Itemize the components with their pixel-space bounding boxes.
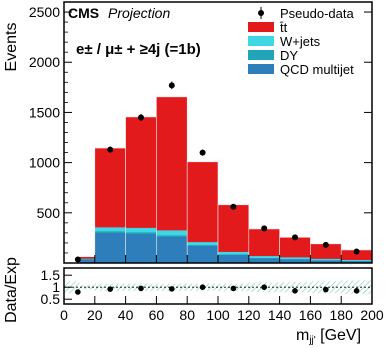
- y-tick-label-2: 1500: [29, 104, 60, 120]
- data-point-2: [138, 114, 144, 121]
- legend-label-0: t̄t: [280, 20, 288, 35]
- pseudo-data-points: [74, 81, 360, 263]
- data-point-6: [261, 225, 268, 232]
- stacked-bars: [79, 96, 373, 264]
- ratio-point-6: [261, 284, 268, 291]
- ratio-point-2: [138, 285, 144, 292]
- ratio-point-9: [353, 288, 360, 294]
- bar-qcdmultijet-10: [341, 261, 372, 263]
- ratio-point-3: [169, 286, 175, 292]
- bar-qcdmultijet-6: [218, 254, 249, 263]
- y-tick-label-3: 2000: [29, 54, 60, 70]
- x-tick-label-9: 180: [330, 307, 354, 323]
- data-point-8: [322, 241, 329, 248]
- ratio-points: [75, 284, 360, 295]
- bar-tt-10: [341, 249, 372, 263]
- legend-swatch-0: [248, 22, 274, 32]
- x-tick-label-2: 40: [118, 307, 134, 323]
- legend-label-1: W+jets: [280, 34, 321, 49]
- ratio-tick-label-0: 0.5: [41, 291, 61, 307]
- legend-swatch-1: [248, 36, 274, 46]
- bar-qcdmultijet-9: [310, 260, 342, 263]
- x-tick-label-1: 20: [87, 307, 103, 323]
- channel-label: e± / μ± + ≥4j (=1b): [76, 41, 201, 58]
- data-point-4: [199, 149, 206, 156]
- ratio-point-5: [230, 285, 237, 292]
- ratio-tick-label-2: 1.5: [41, 267, 61, 283]
- axes: [63, 1, 373, 305]
- x-axis-label-sub: jj': [308, 335, 315, 346]
- x-axis-label-unit: [GeV]: [316, 327, 361, 344]
- ratio-band-1: [79, 284, 95, 290]
- data-point-0: [74, 256, 81, 263]
- y-axis-label: Events: [3, 23, 20, 72]
- y-tick-label-0: 500: [37, 205, 61, 221]
- ratio-point-1: [107, 286, 113, 292]
- y-tick-label-4: 2500: [29, 4, 60, 20]
- bar-qcdmultijet-7: [248, 258, 280, 263]
- ratio-point-8: [323, 286, 329, 293]
- x-axis-label-m: m: [296, 327, 309, 344]
- legend-swatch-3: [248, 64, 274, 74]
- x-tick-label-3: 60: [149, 307, 165, 323]
- bar-qcdmultijet-3: [125, 233, 157, 263]
- ratio-y-axis-label: Data/Exp: [3, 257, 20, 323]
- data-point-3: [168, 82, 175, 89]
- ratio-point-7: [292, 288, 298, 294]
- projection-label: Projection: [108, 5, 170, 21]
- legend-swatch-2: [248, 50, 274, 60]
- data-point-1: [107, 146, 114, 153]
- y-tick-label-1: 1000: [29, 155, 60, 171]
- bar-qcdmultijet-1: [79, 259, 95, 263]
- x-tick-label-4: 80: [179, 307, 195, 323]
- x-tick-label-8: 160: [299, 307, 323, 323]
- x-tick-label-7: 140: [268, 307, 292, 323]
- data-point-9: [353, 248, 360, 255]
- ratio-tick-label-1: 1: [52, 279, 60, 295]
- bar-qcdmultijet-4: [156, 236, 188, 263]
- ratio-point-0: [75, 289, 81, 295]
- bar-qcdmultijet-5: [187, 245, 218, 263]
- bar-tt-9: [310, 243, 342, 263]
- bar-qcdmultijet-2: [94, 232, 126, 263]
- x-tick-label-0: 0: [60, 307, 68, 323]
- ratio-point-4: [199, 284, 206, 291]
- legend-label-2: DY: [280, 48, 298, 63]
- x-tick-label-5: 100: [206, 307, 230, 323]
- cms-label: CMS: [68, 5, 99, 21]
- tick-labels: 500 1000 1500 2000 2500 0.511.5 0 20 40 60 80 100 12…: [29, 4, 384, 323]
- x-tick-label-6: 120: [237, 307, 261, 323]
- legend-label-pseudo-data: Pseudo-data: [280, 6, 354, 21]
- x-axis-label: mjj' [GeV]: [296, 327, 361, 346]
- data-point-7: [292, 234, 298, 241]
- ratio-band-8: [279, 281, 311, 293]
- x-tick-label-10: 200: [360, 307, 384, 323]
- legend-label-3: QCD multijet: [280, 62, 354, 77]
- data-point-5: [230, 203, 237, 210]
- bar-qcdmultijet-8: [279, 259, 311, 263]
